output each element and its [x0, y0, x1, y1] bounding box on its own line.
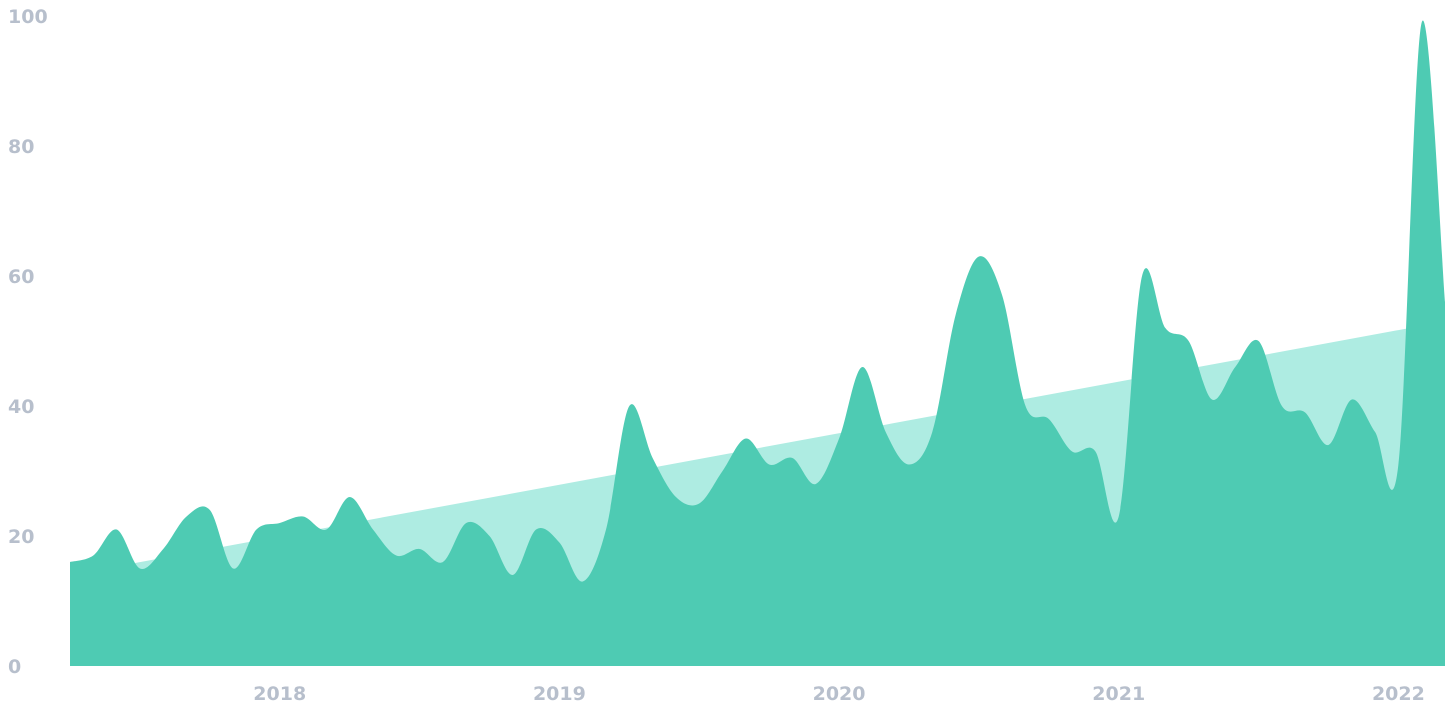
y-tick-label: 20 — [8, 526, 34, 548]
x-tick-label: 2019 — [533, 683, 586, 705]
x-tick-label: 2018 — [253, 683, 306, 705]
y-tick-label: 0 — [8, 656, 21, 678]
x-axis: 2018 2019 2020 2021 2022 — [253, 683, 1425, 705]
y-tick-label: 40 — [8, 396, 34, 418]
y-tick-label: 100 — [8, 6, 48, 28]
x-tick-label: 2022 — [1372, 683, 1425, 705]
x-tick-label: 2021 — [1092, 683, 1145, 705]
plot-area — [70, 20, 1445, 667]
interest-area — [70, 20, 1445, 667]
x-tick-label: 2020 — [813, 683, 866, 705]
y-tick-label: 80 — [8, 136, 34, 158]
y-tick-label: 60 — [8, 266, 34, 288]
y-axis: 0 20 40 60 80 100 — [8, 6, 48, 678]
